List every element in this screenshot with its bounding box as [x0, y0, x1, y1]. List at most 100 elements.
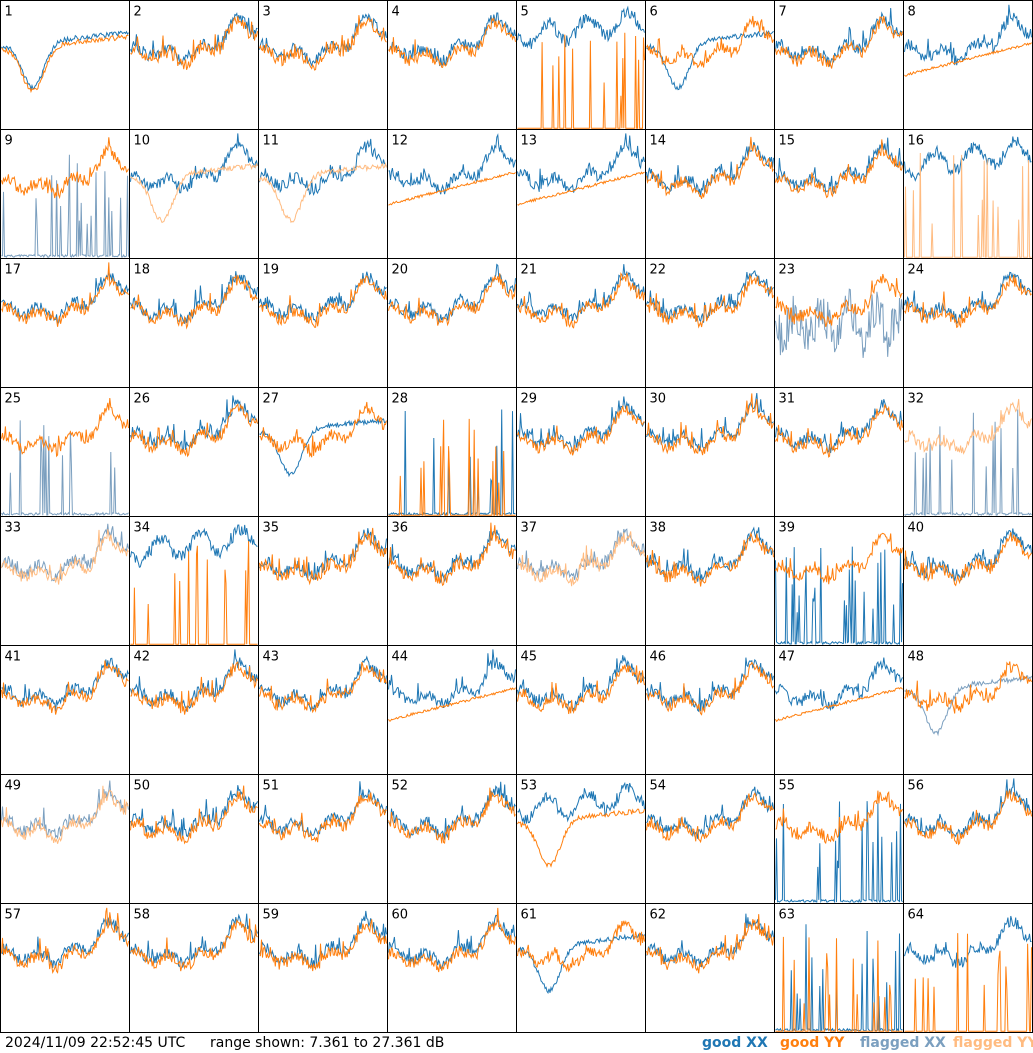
- panel-label: 31: [779, 392, 796, 407]
- panel-label: 10: [134, 134, 151, 149]
- panel-label: 39: [779, 521, 796, 536]
- panel-frame: [0, 129, 130, 259]
- panel-label: 60: [392, 908, 409, 923]
- panel-50: 50: [129, 774, 259, 904]
- panel-16: 16: [903, 129, 1033, 259]
- trace-yy-good: [775, 139, 903, 199]
- trace-xx-good: [130, 524, 258, 568]
- trace-xx-good: [775, 546, 903, 646]
- panel-frame: [516, 903, 646, 1033]
- timestamp: 2024/11/09 22:52:45 UTC: [5, 1035, 186, 1051]
- panel-39: 39: [774, 516, 904, 646]
- trace-xx-good: [646, 269, 774, 323]
- trace-yy-flagged: [130, 162, 258, 224]
- panel-frame: [516, 774, 646, 904]
- panel-frame: [387, 258, 517, 388]
- trace-xx-good: [388, 133, 516, 195]
- panel-58: 58: [129, 903, 259, 1033]
- panel-45: 45: [516, 645, 646, 775]
- trace-yy-good: [388, 273, 516, 327]
- panel-15: 15: [774, 129, 904, 259]
- trace-yy-good: [646, 393, 774, 456]
- panel-frame: [903, 0, 1033, 130]
- panel-label: 34: [134, 521, 151, 536]
- trace-yy-good: [646, 792, 774, 844]
- panel-label: 38: [650, 521, 667, 536]
- panel-42: 42: [129, 645, 259, 775]
- legend-good-xx: good XX: [702, 1035, 768, 1051]
- trace-xx-good: [130, 913, 258, 968]
- panel-10: 10: [129, 129, 259, 259]
- panel-frame: [258, 129, 388, 259]
- panel-23: 23: [774, 258, 904, 388]
- range-shown: range shown: 7.361 to 27.361 dB: [210, 1035, 445, 1051]
- panel-41: 41: [0, 645, 130, 775]
- trace-xx-good: [646, 657, 774, 713]
- panel-32: 32: [903, 387, 1033, 517]
- trace-yy-good: [646, 274, 774, 329]
- panel-61: 61: [516, 903, 646, 1033]
- panel-52: 52: [387, 774, 517, 904]
- panel-59: 59: [258, 903, 388, 1033]
- trace-xx-good: [904, 4, 1032, 66]
- trace-xx-good: [775, 399, 903, 454]
- trace-yy-good: [388, 907, 516, 973]
- panel-label: 43: [263, 650, 280, 665]
- panel-frame: [129, 129, 259, 259]
- panel-frame: [903, 387, 1033, 517]
- trace-yy-good: [646, 661, 774, 716]
- trace-yy-good: [775, 936, 903, 1032]
- panel-label: 28: [392, 392, 409, 407]
- panel-29: 29: [516, 387, 646, 517]
- panel-frame: [129, 645, 259, 775]
- trace-xx-good: [775, 657, 903, 712]
- panel-28: 28: [387, 387, 517, 517]
- panel-47: 47: [774, 645, 904, 775]
- trace-yy-good: [646, 15, 774, 69]
- panel-label: 54: [650, 779, 667, 794]
- footer: 2024/11/09 22:52:45 UTC range shown: 7.3…: [0, 1033, 1033, 1053]
- panel-2: 2: [129, 0, 259, 130]
- panel-frame: [774, 129, 904, 259]
- panel-frame: [129, 0, 259, 130]
- panel-frame: [129, 903, 259, 1033]
- trace-xx-good: [259, 138, 387, 197]
- panel-label: 50: [134, 779, 151, 794]
- trace-yy-good: [1, 137, 129, 200]
- panel-17: 17: [0, 258, 130, 388]
- trace-xx-good: [646, 786, 774, 839]
- panel-label: 17: [5, 263, 22, 278]
- panel-label: 3: [263, 5, 271, 20]
- panel-44: 44: [387, 645, 517, 775]
- panel-label: 48: [908, 650, 925, 665]
- panel-33: 33: [0, 516, 130, 646]
- panel-label: 37: [521, 521, 538, 536]
- panel-label: 26: [134, 392, 151, 407]
- panel-35: 35: [258, 516, 388, 646]
- trace-yy-good: [775, 16, 903, 69]
- panel-13: 13: [516, 129, 646, 259]
- trace-yy-good: [259, 401, 387, 458]
- trace-xx-good: [259, 418, 387, 478]
- panel-37: 37: [516, 516, 646, 646]
- panel-frame: [774, 0, 904, 130]
- panel-19: 19: [258, 258, 388, 388]
- trace-yy-good: [517, 808, 645, 868]
- panel-frame: [774, 903, 904, 1033]
- panel-18: 18: [129, 258, 259, 388]
- trace-yy-good: [904, 661, 1032, 714]
- trace-yy-good: [130, 661, 258, 715]
- panel-label: 6: [650, 5, 658, 20]
- panel-frame: [387, 0, 517, 130]
- panel-label: 9: [5, 134, 13, 149]
- trace-xx-good: [517, 5, 645, 49]
- trace-yy-good: [1, 33, 129, 94]
- panel-60: 60: [387, 903, 517, 1033]
- legend-flagged-yy: flagged YY: [953, 1035, 1033, 1051]
- panel-label: 25: [5, 392, 22, 407]
- panel-63: 63: [774, 903, 904, 1033]
- trace-yy-good: [388, 17, 516, 68]
- trace-yy-good: [259, 527, 387, 586]
- panel-frame: [0, 774, 130, 904]
